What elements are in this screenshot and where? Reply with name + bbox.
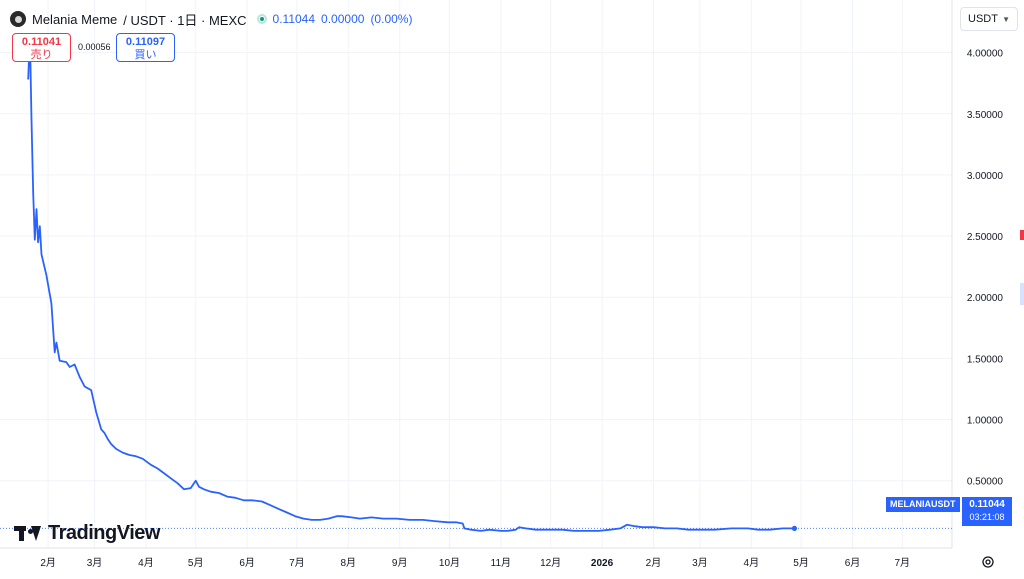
edge-marker-blue [1020, 283, 1024, 305]
x-tick-label: 3月 [87, 557, 103, 569]
y-tick-label: 0.50000 [967, 477, 1004, 488]
y-tick-label: 3.00000 [967, 171, 1004, 182]
brand-name: TradingView [48, 521, 160, 544]
symbol-price-tag: MELANIAUSDT [886, 497, 960, 512]
x-tick-label: 5月 [793, 557, 809, 569]
price-change-percent: (0.00%) [370, 12, 413, 26]
symbol-logo-icon [10, 11, 26, 27]
x-tick-label: 4月 [138, 557, 154, 569]
x-tick-label: 3月 [692, 557, 708, 569]
x-tick-label: 7月 [289, 557, 305, 569]
market-status-icon [256, 14, 267, 24]
symbol-name[interactable]: Melania Meme [32, 11, 118, 27]
sell-label: 売り [30, 49, 53, 61]
x-tick-label: 6月 [845, 557, 861, 569]
tradingview-logo-icon [14, 524, 42, 542]
price-change: 0.00000 [321, 12, 365, 26]
symbol-pair: / USDT · 1日 · MEXC [123, 12, 247, 28]
y-tick-label: 3.50000 [967, 110, 1004, 121]
last-price-dot [791, 525, 798, 531]
buy-label: 買い [134, 49, 157, 61]
settings-icon[interactable] [981, 555, 995, 569]
x-tick-label: 2月 [40, 557, 56, 569]
x-tick-label: 2026 [591, 558, 614, 569]
y-tick-label: 4.00000 [967, 49, 1004, 60]
y-tick-label: 1.00000 [967, 416, 1004, 427]
x-tick-label: 6月 [239, 557, 255, 569]
edge-marker-red [1020, 230, 1024, 240]
symbol-legend: Melania Meme / USDT · 1日 · MEXC 0.11044 … [10, 9, 412, 29]
y-tick-label: 2.00000 [967, 293, 1004, 304]
currency-label: USDT [968, 13, 998, 25]
x-tick-label: 9月 [392, 557, 408, 569]
price-series-line [27, 33, 795, 532]
x-tick-label: 5月 [188, 557, 204, 569]
x-tick-label: 11月 [491, 557, 511, 569]
x-tick-label: 8月 [341, 557, 357, 569]
currency-select[interactable]: USDT ▼ [960, 7, 1018, 31]
sell-price: 0.11041 [21, 36, 62, 48]
x-tick-label: 7月 [894, 557, 910, 569]
y-tick-label: 2.50000 [967, 232, 1004, 243]
x-tick-label: 12月 [540, 557, 561, 569]
tradingview-logo[interactable]: TradingView [14, 521, 160, 545]
buy-price: 0.11097 [125, 36, 166, 48]
x-tick-label: 2月 [646, 557, 662, 569]
x-tick-label: 10月 [439, 557, 460, 569]
last-price-tag-value: 0.11044 [969, 499, 1005, 510]
buy-button[interactable]: 0.11097 買い [116, 33, 175, 62]
last-price-tag: 0.11044 03:21:08 [962, 497, 1012, 526]
chevron-down-icon: ▼ [1002, 14, 1010, 24]
x-tick-label: 4月 [744, 557, 760, 569]
last-price: 0.11044 [272, 12, 316, 26]
sell-button[interactable]: 0.11041 売り [12, 33, 71, 62]
spread-value: 0.00056 [78, 42, 111, 52]
bar-countdown: 03:21:08 [969, 512, 1005, 522]
y-tick-label: 1.50000 [967, 354, 1004, 365]
